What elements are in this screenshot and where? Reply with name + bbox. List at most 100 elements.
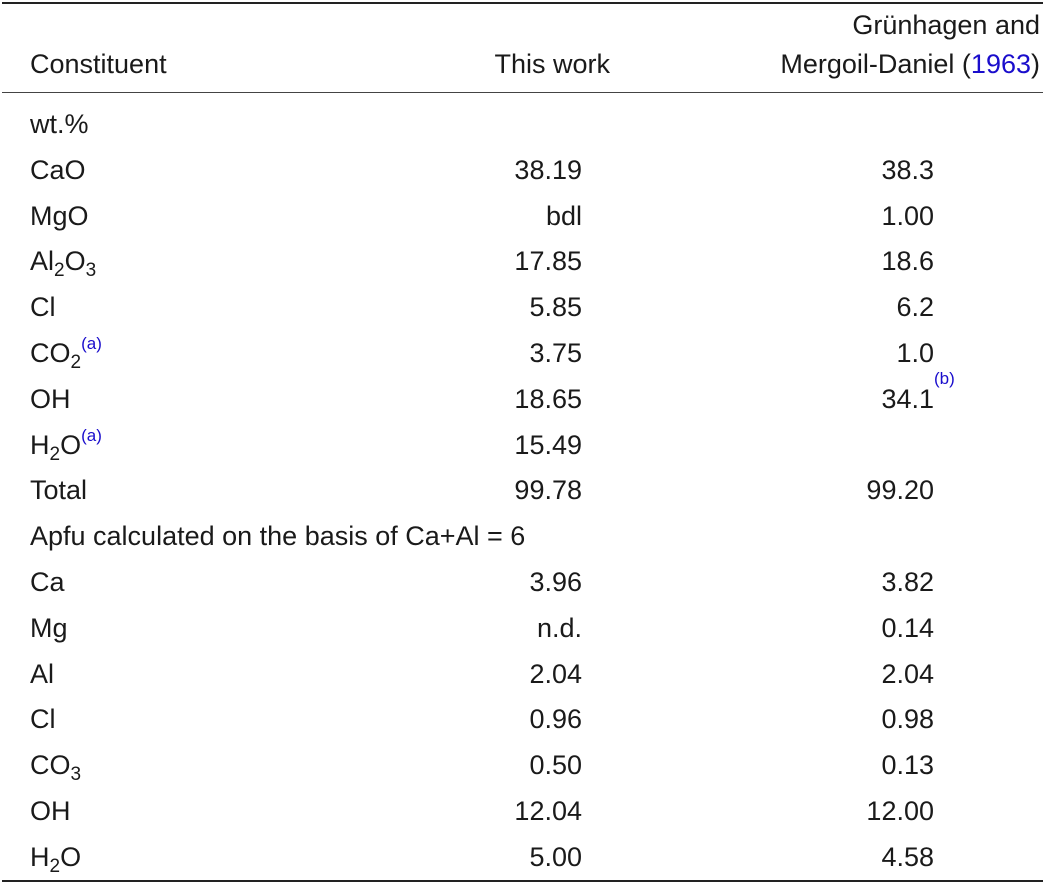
constituent-cell: MgO [30, 196, 89, 236]
reference-value: 4.58 [881, 841, 934, 872]
this-work-value: 12.04 [514, 796, 582, 826]
reference-value-cell: 99.20 [780, 470, 934, 510]
table-row: CO3 0.50 0.13 [0, 745, 1045, 791]
this-work-value: 38.19 [514, 154, 582, 185]
formula-subscript: 2 [70, 352, 82, 373]
constituent-label: wt.% [30, 109, 89, 139]
constituent-formula-part: Al [30, 246, 55, 277]
table-top-rule [2, 2, 1043, 4]
constituent-label: MgO [30, 200, 89, 231]
reference-value: 99.20 [866, 475, 934, 506]
this-work-value: bdl [545, 200, 582, 231]
constituent-formula-part: H [30, 841, 50, 872]
header-reference-line1: Grünhagen and [852, 10, 1040, 40]
reference-value-cell: 0.13 [780, 745, 934, 785]
this-work-value: 18.65 [514, 383, 582, 414]
table-row: OH 18.65 34.1 (b) [0, 368, 1045, 425]
table-row: Ca 3.96 3.82 [0, 562, 1045, 608]
constituent-label: Apfu calculated on the basis of Ca+Al = … [30, 521, 526, 552]
this-work-value: 0.50 [529, 750, 582, 781]
constituent-cell: Total [30, 470, 87, 510]
table-row: Al 2.04 2.04 [0, 654, 1045, 700]
reference-value-cell: 2.04 [780, 654, 934, 694]
table-row: Al2O3 17.85 18.6 [0, 241, 1045, 287]
reference-value-cell: 1.00 [780, 196, 934, 236]
table-row: MgO bdl 1.00 [0, 196, 1045, 242]
table-row: wt.% [0, 104, 1045, 150]
reference-value-cell: 18.6 [780, 241, 934, 281]
constituent-cell: Apfu calculated on the basis of Ca+Al = … [30, 516, 525, 556]
this-work-value: 99.78 [514, 475, 582, 506]
this-work-value: 3.96 [529, 567, 582, 597]
reference-value: 38.3 [881, 154, 934, 185]
constituent-cell: H2O(a) [30, 425, 102, 465]
reference-value-cell: 0.98 [780, 699, 934, 739]
formula-subscript: 2 [49, 855, 61, 877]
header-this-work: This work [494, 49, 610, 79]
reference-value-cell: 0.14 [780, 608, 934, 648]
reference-value-cell: 38.3 [780, 150, 934, 190]
reference-value-cell: 12.00 [780, 791, 934, 831]
table-row: H2O 5.00 4.58 [0, 837, 1045, 883]
constituent-formula-part: CO [30, 338, 71, 368]
constituent-cell: CO3 [30, 745, 81, 785]
reference-value: 6.2 [896, 292, 934, 323]
table-row: CaO 38.19 38.3 [0, 150, 1045, 196]
constituent-label: Mg [30, 612, 68, 643]
constituent-label: Cl [30, 292, 56, 323]
formula-subscript: 3 [85, 260, 97, 282]
formula-subscript: 3 [70, 764, 82, 786]
constituent-cell: Cl [30, 287, 56, 327]
constituent-formula-part: O [64, 246, 86, 277]
footnote-a-link[interactable]: (a) [81, 334, 102, 353]
this-work-value: 5.00 [529, 841, 582, 872]
header-reference-authors: Mergoil-Daniel ( [780, 49, 971, 79]
table-row: Apfu calculated on the basis of Ca+Al = … [0, 516, 1045, 562]
constituent-formula-part: O [60, 841, 82, 872]
table-row: H2O(a) 15.49 [0, 425, 1045, 471]
footnote-a-link[interactable]: (a) [81, 425, 102, 445]
constituent-cell: Ca [30, 562, 65, 602]
constituent-cell: Cl [30, 699, 56, 739]
reference-value: 18.6 [881, 246, 934, 277]
this-work-value: 0.96 [529, 704, 582, 735]
table-row: CO2(a) 3.75 1.0 [0, 333, 1045, 379]
reference-value: 0.98 [881, 704, 934, 735]
formula-subscript: 2 [54, 260, 65, 282]
constituent-cell: Mg [30, 608, 68, 648]
constituent-cell: Al [30, 654, 54, 694]
table-row: OH 12.04 12.00 [0, 791, 1045, 837]
reference-value: 1.0 [896, 338, 934, 368]
header-reference: Grünhagen and Mergoil-Daniel (1963) [700, 6, 1040, 84]
this-work-value: n.d. [536, 612, 582, 643]
constituent-label: Ca [30, 567, 65, 597]
constituent-cell: OH [30, 791, 71, 831]
reference-year-link[interactable]: 1963 [970, 49, 1031, 79]
this-work-value: 3.75 [529, 338, 582, 368]
header-divider [2, 92, 1043, 93]
table-row: Mg n.d. 0.14 [0, 608, 1045, 654]
constituent-cell: CaO [30, 150, 86, 190]
constituent-formula-part: CO [30, 750, 71, 781]
reference-value: 3.82 [881, 567, 934, 597]
reference-value-cell: 6.2 [780, 287, 934, 327]
header-constituent: Constituent [30, 49, 167, 79]
constituent-label: CaO [30, 154, 86, 185]
constituent-cell: Al2O3 [30, 241, 96, 281]
table-row: Total 99.78 99.20 [0, 470, 1045, 516]
constituent-cell: wt.% [30, 104, 89, 144]
constituent-label: Total [30, 475, 88, 506]
table-row: Cl 5.85 6.2 [0, 287, 1045, 333]
constituent-formula-part: O [60, 429, 82, 460]
this-work-value: 5.85 [529, 292, 582, 323]
table-bottom-rule [2, 880, 1043, 882]
constituent-formula-part: H [30, 429, 50, 460]
reference-value-cell: 1.0 [780, 333, 934, 373]
constituent-cell: OH [30, 379, 71, 419]
this-work-value: 2.04 [529, 658, 582, 689]
reference-value-cell: 4.58 [780, 837, 934, 877]
constituent-label: OH [30, 383, 71, 414]
reference-value: 34.1 [881, 383, 934, 414]
reference-value: 0.14 [881, 612, 934, 643]
reference-value-cell: 34.1 (b) [881, 368, 955, 414]
